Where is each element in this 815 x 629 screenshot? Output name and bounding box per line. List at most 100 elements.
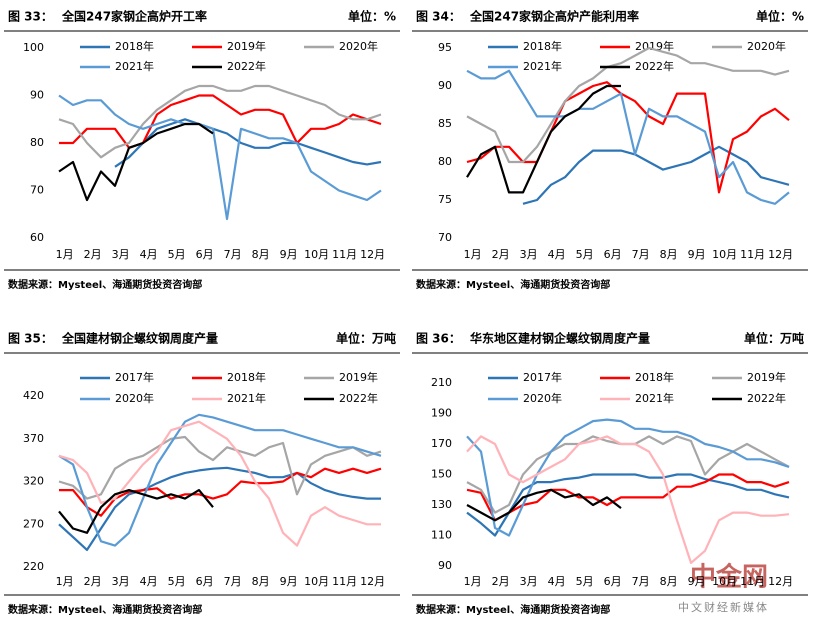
legend-label: 2021年 [523, 59, 562, 73]
series-line [58, 466, 381, 551]
series-line [466, 46, 790, 164]
chart-title: 华东地区建材钢企螺纹钢周度产量 [470, 331, 650, 346]
legend-label: 2020年 [339, 39, 378, 53]
y-tick-label: 60 [30, 231, 44, 244]
series-line [466, 84, 621, 194]
y-tick-label: 420 [23, 389, 44, 402]
series-line [58, 94, 382, 221]
x-tick-label: 1月 [56, 248, 74, 261]
x-tick-label: 5月 [576, 575, 594, 588]
x-tick-label: 12月 [360, 248, 385, 261]
chart-title: 全国247家钢企高炉开工率 [61, 9, 207, 24]
legend-label: 2018年 [115, 39, 154, 53]
x-tick-label: 7月 [224, 575, 242, 588]
series-line [466, 473, 790, 537]
legend-label: 2022年 [747, 391, 786, 405]
x-tick-label: 2月 [84, 575, 102, 588]
x-tick-label: 8月 [660, 575, 678, 588]
chart-title: 全国247家钢企高炉产能利用率 [469, 9, 639, 24]
x-tick-label: 11月 [740, 248, 765, 261]
x-tick-label: 9月 [688, 575, 706, 588]
x-tick-label: 8月 [660, 248, 678, 261]
source: 数据来源：Mysteel、海通期货投资咨询部 [8, 603, 202, 616]
legend-label: 2021年 [115, 59, 154, 73]
unit-label: 单位：% [756, 9, 804, 24]
series-line [58, 489, 214, 534]
chart-panel: 图 34： 全国247家钢企高炉产能利用率 单位：% 数据来源：Mysteel、海通期… [412, 9, 808, 291]
x-tick-label: 1月 [56, 575, 74, 588]
y-tick-label: 320 [23, 475, 44, 488]
y-tick-label: 130 [431, 498, 452, 511]
x-tick-label: 5月 [168, 575, 186, 588]
x-tick-label: 6月 [196, 248, 214, 261]
y-tick-label: 370 [23, 432, 44, 445]
x-tick-label: 9月 [280, 575, 298, 588]
series-line [466, 473, 790, 522]
y-tick-label: 210 [431, 376, 452, 389]
x-tick-label: 8月 [252, 575, 270, 588]
y-tick-label: 75 [438, 193, 452, 206]
x-tick-label: 10月 [304, 248, 329, 261]
x-tick-label: 3月 [112, 248, 130, 261]
unit-label: 单位：万吨 [744, 331, 804, 346]
chart-panel: 图 35： 全国建材钢企螺纹钢周度产量 单位：万吨数据来源：Mysteel、海通期货… [4, 331, 400, 616]
x-tick-label: 7月 [224, 248, 242, 261]
x-tick-label: 6月 [196, 575, 214, 588]
unit-label: 单位：% [348, 9, 396, 24]
legend-label: 2019年 [339, 370, 378, 384]
x-tick-label: 7月 [632, 575, 650, 588]
legend-label: 2021年 [635, 391, 674, 405]
legend-label: 2022年 [635, 59, 674, 73]
figure-label: 图 33： [8, 10, 53, 24]
x-tick-label: 11月 [332, 248, 357, 261]
y-tick-label: 90 [438, 559, 452, 572]
x-tick-label: 4月 [548, 575, 566, 588]
series-line [466, 418, 790, 537]
y-tick-label: 90 [438, 79, 452, 92]
y-tick-label: 170 [431, 437, 452, 450]
y-tick-label: 190 [431, 407, 452, 420]
x-tick-label: 12月 [360, 575, 385, 588]
legend-label: 2020年 [523, 391, 562, 405]
legend-label: 2018年 [635, 370, 674, 384]
y-tick-label: 270 [23, 517, 44, 530]
x-tick-label: 9月 [688, 248, 706, 261]
y-tick-label: 80 [30, 136, 44, 149]
series-line [466, 435, 790, 564]
y-tick-label: 85 [438, 117, 452, 130]
legend-label: 2020年 [747, 39, 786, 53]
legend-label: 2017年 [523, 370, 562, 384]
series-line [466, 69, 790, 205]
x-tick-label: 6月 [604, 575, 622, 588]
legend-label: 2022年 [339, 391, 378, 405]
source: 数据来源：Mysteel、海通期货投资咨询部 [416, 278, 610, 291]
x-tick-label: 7月 [632, 248, 650, 261]
legend-label: 2017年 [115, 370, 154, 384]
x-tick-label: 9月 [280, 248, 298, 261]
series-line [58, 413, 382, 547]
x-tick-label: 3月 [520, 248, 538, 261]
series-line [58, 122, 214, 202]
x-tick-label: 1月 [464, 575, 482, 588]
legend-label: 2022年 [227, 59, 266, 73]
watermark-slogan: 中文财经新媒体 [678, 600, 769, 614]
y-tick-label: 70 [30, 184, 44, 197]
x-tick-label: 4月 [140, 575, 158, 588]
series-line [466, 81, 790, 194]
x-tick-label: 3月 [520, 575, 538, 588]
y-tick-label: 220 [23, 560, 44, 573]
x-tick-label: 3月 [112, 575, 130, 588]
x-tick-label: 11月 [332, 575, 357, 588]
source: 数据来源：Mysteel、海通期货投资咨询部 [416, 603, 610, 616]
series-line [58, 84, 382, 159]
series-line [466, 488, 622, 522]
y-tick-label: 150 [431, 468, 452, 481]
series-line [58, 435, 382, 500]
x-tick-label: 5月 [576, 248, 594, 261]
chart-title: 全国建材钢企螺纹钢周度产量 [61, 331, 218, 346]
series-line [59, 94, 382, 149]
x-tick-label: 10月 [304, 575, 329, 588]
source: 数据来源：Mysteel、海通期货投资咨询部 [8, 278, 202, 291]
series-line [522, 145, 790, 205]
